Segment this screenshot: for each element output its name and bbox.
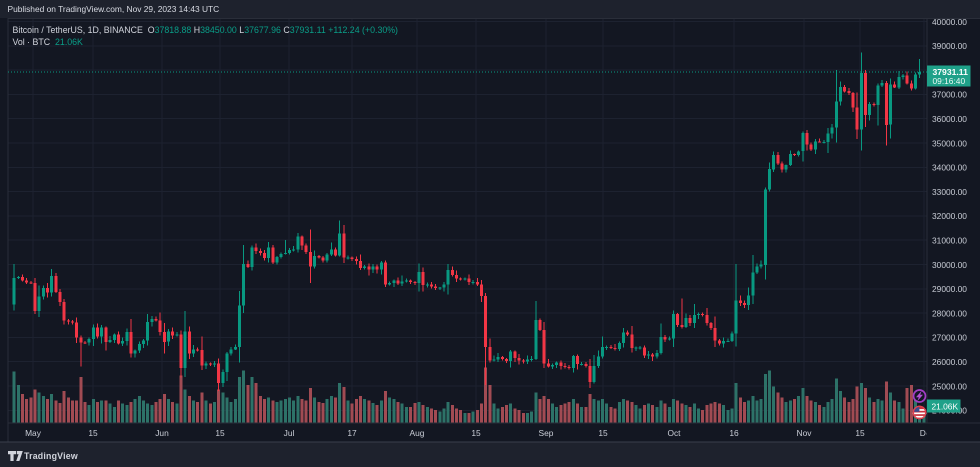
svg-text:May: May bbox=[25, 428, 42, 438]
svg-text:39000.00: 39000.00 bbox=[932, 41, 967, 51]
svg-text:Jul: Jul bbox=[284, 428, 295, 438]
svg-text:15: 15 bbox=[598, 428, 608, 438]
svg-text:36000.00: 36000.00 bbox=[932, 114, 967, 124]
svg-text:37931.11: 37931.11 bbox=[933, 67, 969, 77]
svg-text:Dec: Dec bbox=[920, 428, 935, 438]
svg-text:40000.00: 40000.00 bbox=[932, 17, 967, 27]
svg-text:34000.00: 34000.00 bbox=[932, 163, 967, 173]
svg-text:29000.00: 29000.00 bbox=[932, 284, 967, 294]
svg-text:Oct: Oct bbox=[667, 428, 681, 438]
svg-text:15: 15 bbox=[471, 428, 481, 438]
svg-text:37000.00: 37000.00 bbox=[932, 90, 967, 100]
svg-text:28000.00: 28000.00 bbox=[932, 308, 967, 318]
svg-text:25000.00: 25000.00 bbox=[932, 381, 967, 391]
svg-text:15: 15 bbox=[855, 428, 865, 438]
svg-text:33000.00: 33000.00 bbox=[932, 187, 967, 197]
svg-text:32000.00: 32000.00 bbox=[932, 211, 967, 221]
svg-text:Nov: Nov bbox=[797, 428, 813, 438]
svg-text:Sep: Sep bbox=[539, 428, 554, 438]
svg-text:Aug: Aug bbox=[410, 428, 425, 438]
svg-text:Jun: Jun bbox=[155, 428, 169, 438]
svg-text:31000.00: 31000.00 bbox=[932, 236, 967, 246]
svg-text:21.06K: 21.06K bbox=[932, 402, 959, 412]
svg-text:17: 17 bbox=[347, 428, 357, 438]
svg-text:15: 15 bbox=[88, 428, 98, 438]
svg-text:16: 16 bbox=[729, 428, 739, 438]
svg-text:15: 15 bbox=[215, 428, 225, 438]
svg-text:30000.00: 30000.00 bbox=[932, 260, 967, 270]
svg-text:35000.00: 35000.00 bbox=[932, 138, 967, 148]
svg-text:27000.00: 27000.00 bbox=[932, 333, 967, 343]
svg-text:09:16:40: 09:16:40 bbox=[933, 76, 966, 86]
svg-text:26000.00: 26000.00 bbox=[932, 357, 967, 367]
